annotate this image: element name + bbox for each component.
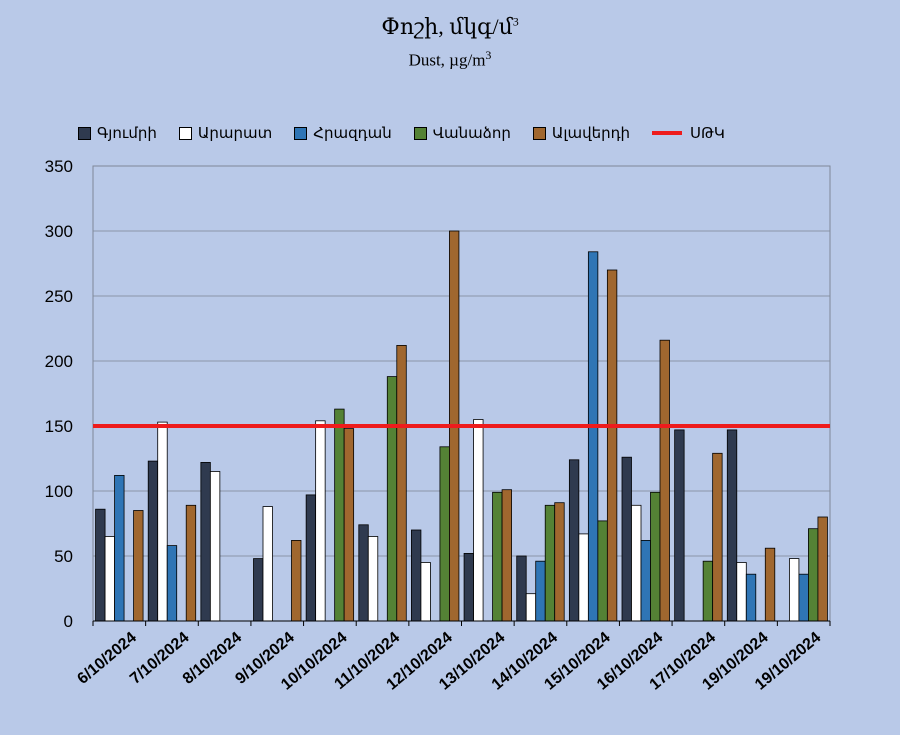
bar-1-10 <box>568 459 580 622</box>
bar-2-5 <box>315 420 326 622</box>
legend-item-reference: ՍԹԿ <box>652 124 725 142</box>
bar-4-10 <box>597 520 608 622</box>
bar-2-13 <box>736 562 747 622</box>
legend-label: Վանաձոր <box>432 124 511 142</box>
bar-2-6 <box>367 536 379 622</box>
y-tick-label: 200 <box>45 352 73 371</box>
legend-item: Ալավերդի <box>532 124 631 142</box>
bar-3-13 <box>745 573 757 622</box>
legend-line-swatch <box>652 131 683 135</box>
bar-2-3 <box>209 471 221 622</box>
bar-5-1 <box>133 510 144 622</box>
bar-1-4 <box>253 558 264 622</box>
y-tick-label: 250 <box>45 287 73 306</box>
bar-1-5 <box>305 494 317 622</box>
y-tick-label: 0 <box>64 612 73 631</box>
bar-5-13 <box>764 547 776 622</box>
bar-1-3 <box>200 461 211 622</box>
bar-5-10 <box>606 269 618 622</box>
legend-item: Գյումրի <box>78 124 157 142</box>
y-tick-label: 150 <box>45 417 73 436</box>
bar-4-11 <box>650 491 661 622</box>
bar-5-4 <box>291 540 302 622</box>
bar-5-8 <box>501 489 512 622</box>
bar-4-6 <box>386 376 398 622</box>
legend-item: Հրազդան <box>294 124 392 142</box>
bar-5-9 <box>554 502 565 622</box>
bar-2-7 <box>420 562 431 622</box>
bar-2-8 <box>473 419 484 622</box>
bar-3-1 <box>114 474 125 622</box>
bar-2-14 <box>789 558 800 622</box>
legend-swatch <box>294 126 308 140</box>
bar-2-1 <box>104 536 115 622</box>
bar-4-5 <box>334 408 345 622</box>
legend-swatch <box>78 126 91 140</box>
bar-4-14 <box>808 528 819 622</box>
bar-2-2 <box>157 421 168 622</box>
bar-4-12 <box>702 560 714 622</box>
legend-swatch <box>532 126 546 140</box>
bar-1-13 <box>726 429 738 622</box>
legend-label: Ալավերդի <box>551 124 631 142</box>
y-tick-label: 350 <box>45 157 73 176</box>
bar-5-5 <box>343 428 355 622</box>
bar-1-1 <box>95 508 106 622</box>
legend-swatch <box>178 126 192 140</box>
bar-5-2 <box>185 504 197 622</box>
bar-3-10 <box>587 251 599 622</box>
bar-2-10 <box>578 533 589 622</box>
y-tick-label: 300 <box>45 222 73 241</box>
bar-4-8 <box>492 491 503 622</box>
bar-3-9 <box>535 560 546 622</box>
legend-label: Արարատ <box>197 124 273 142</box>
bar-1-9 <box>516 555 527 622</box>
bar-5-12 <box>712 452 723 622</box>
y-tick-label: 100 <box>45 482 73 501</box>
bar-2-9 <box>525 593 537 622</box>
bar-5-6 <box>396 344 407 622</box>
bar-3-14 <box>798 573 809 622</box>
chart-legend: Գյումրի Արարատ Հրազդան Վանաձոր Ալավերդի ՍԹԿ <box>78 122 878 144</box>
bar-2-4 <box>262 506 273 622</box>
y-tick-label: 50 <box>54 547 73 566</box>
bar-5-11 <box>659 339 670 622</box>
chart-subtitle: Dust, µg/m3 <box>408 48 492 70</box>
chart-title: Փոշի, մկգ/մ3 <box>381 14 519 39</box>
bar-3-2 <box>166 545 178 622</box>
bar-5-14 <box>817 516 828 622</box>
bar-4-9 <box>544 504 556 622</box>
legend-swatch <box>413 126 427 140</box>
legend-label: Գյումրի <box>97 124 157 142</box>
bar-1-8 <box>463 553 474 622</box>
bar-4-7 <box>439 446 450 622</box>
legend-label: Հրազդան <box>313 124 392 142</box>
bar-2-11 <box>631 504 642 622</box>
bar-3-11 <box>640 540 651 622</box>
bar-1-12 <box>674 429 685 622</box>
bar-1-7 <box>411 529 422 622</box>
bar-1-6 <box>358 524 369 622</box>
legend-item: Արարատ <box>178 124 273 142</box>
bar-1-2 <box>147 460 159 622</box>
legend-item: Վանաձոր <box>413 124 511 142</box>
legend-label: ՍԹԿ <box>690 124 725 142</box>
bar-1-11 <box>621 456 632 622</box>
